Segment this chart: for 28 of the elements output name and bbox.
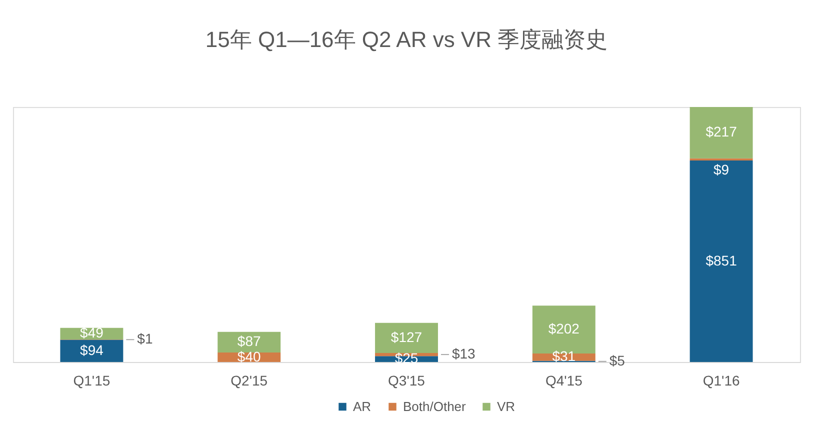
data-label: $5 xyxy=(609,352,626,368)
x-tick-label: Q1'15 xyxy=(73,372,110,388)
legend-label: Both/Other xyxy=(403,398,467,414)
data-label: $31 xyxy=(552,348,576,364)
bar xyxy=(690,158,753,161)
data-label: $13 xyxy=(452,346,476,362)
data-label: $87 xyxy=(237,333,261,350)
x-tick-label: Q4'15 xyxy=(545,372,583,388)
data-label: $49 xyxy=(80,324,104,341)
bar xyxy=(375,322,438,354)
x-tick-label: Q3'15 xyxy=(388,372,426,388)
data-label: $9 xyxy=(714,162,730,178)
data-label: $202 xyxy=(548,320,580,337)
data-label: $851 xyxy=(706,252,738,268)
bar xyxy=(60,340,124,362)
x-tick-label: Q2'15 xyxy=(230,372,268,388)
legend-label: AR xyxy=(353,398,372,414)
bar xyxy=(690,160,753,362)
data-label: $40 xyxy=(237,348,261,364)
bar xyxy=(218,332,281,353)
data-label: $217 xyxy=(706,124,738,140)
data-label: $94 xyxy=(80,342,104,358)
data-label: $127 xyxy=(390,328,422,345)
chart-title: 15年 Q1—16年 Q2 AR vs VR 季度融资史 xyxy=(205,27,608,52)
bar xyxy=(690,107,753,158)
x-tick-label: Q1'16 xyxy=(702,372,740,388)
legend-label: VR xyxy=(497,398,516,414)
data-label: $1 xyxy=(137,330,153,347)
